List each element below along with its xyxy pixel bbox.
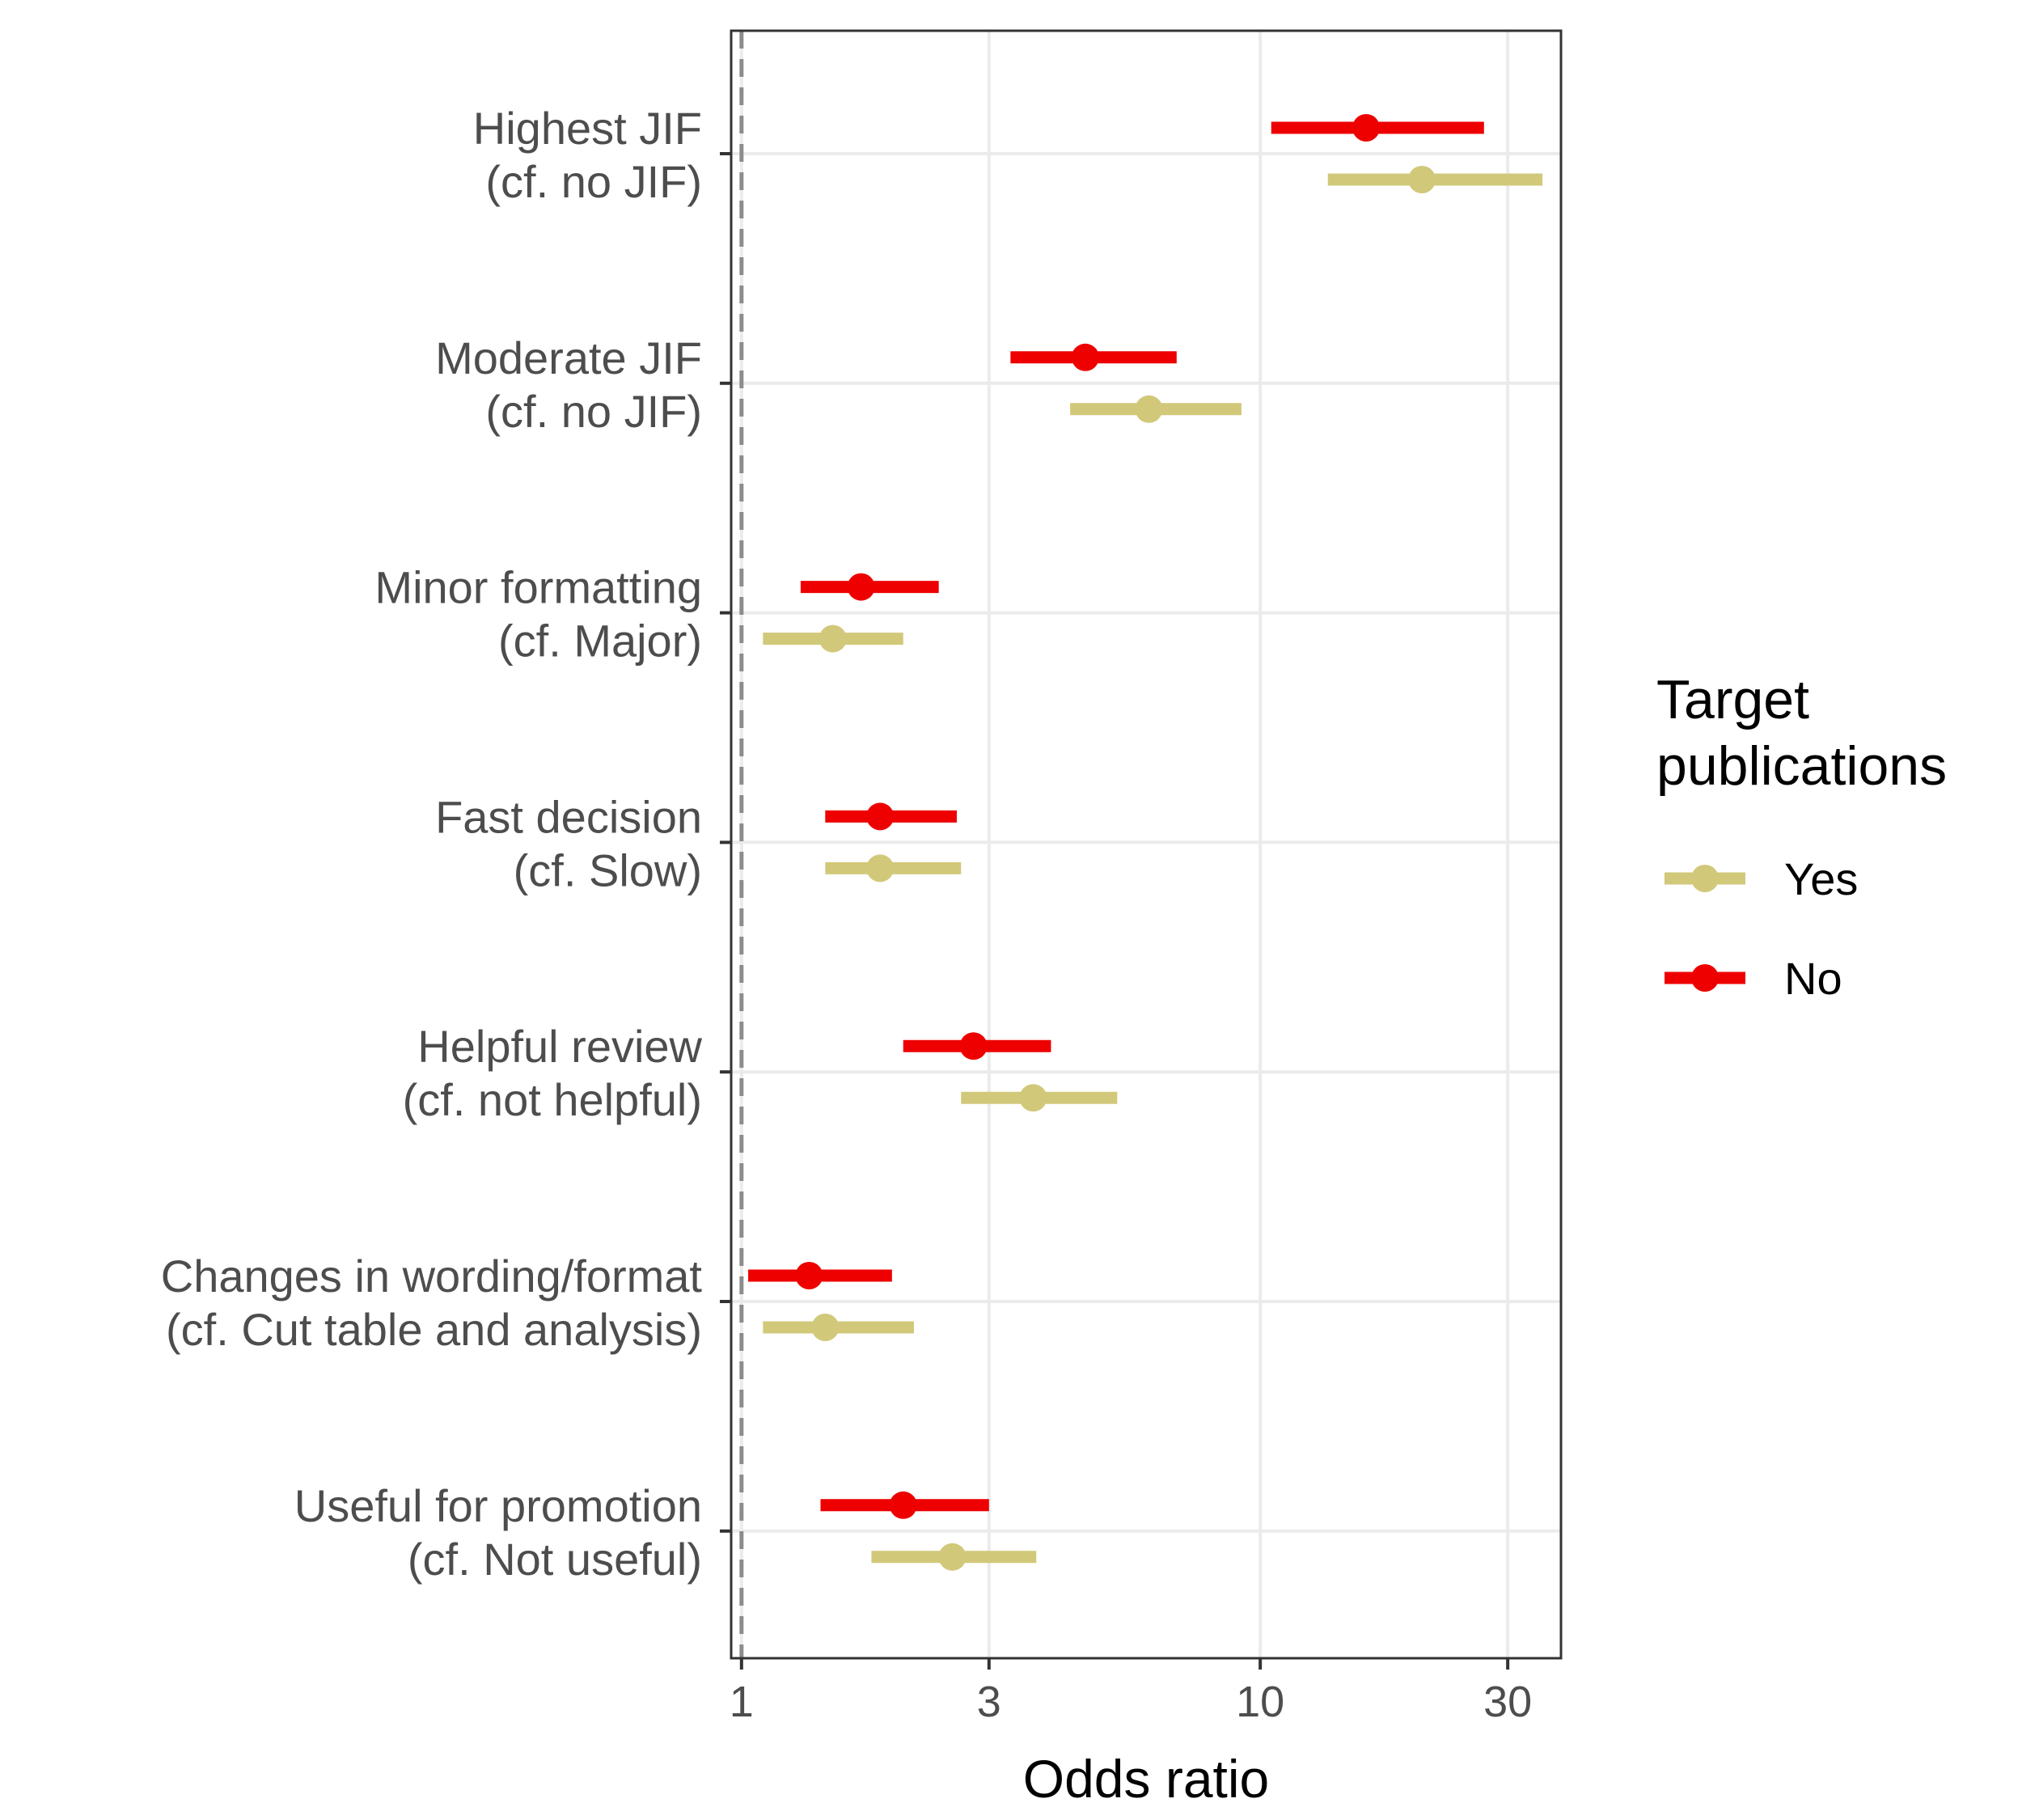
- x-tick-label-3: 3: [977, 1678, 1001, 1726]
- legend-key-point-no: [1691, 964, 1719, 992]
- x-axis-title: Odds ratio: [1023, 1749, 1269, 1809]
- y-category-label-1-line-2: (cf. no JIF): [485, 156, 702, 207]
- point-estimate-yes-3: [819, 624, 847, 653]
- point-estimate-yes-6: [811, 1314, 840, 1341]
- point-estimate-yes-5: [1019, 1084, 1047, 1112]
- x-tick-label-10: 10: [1236, 1678, 1284, 1726]
- y-category-label-2-line-2: (cf. no JIF): [485, 386, 702, 437]
- point-estimate-no-6: [795, 1262, 823, 1289]
- y-category-label-1-line-1: Highest JIF: [473, 103, 702, 154]
- point-estimate-no-1: [1352, 114, 1381, 142]
- panel-border: [730, 29, 1563, 1660]
- point-estimate-no-4: [866, 802, 895, 831]
- point-estimate-yes-7: [938, 1543, 967, 1571]
- legend-title-line-1: Target: [1656, 669, 1809, 730]
- y-axis: Highest JIF(cf. no JIF)Moderate JIF(cf. …: [161, 103, 731, 1585]
- y-category-label-3-line-2: (cf. Major): [498, 616, 702, 667]
- legend-label-yes: Yes: [1784, 853, 1858, 904]
- y-category-label-6-line-1: Changes in wording/format: [161, 1251, 703, 1302]
- y-category-label-7-line-1: Useful for promotion: [294, 1480, 702, 1531]
- x-tick-label-1: 1: [730, 1678, 754, 1726]
- x-axis: 1 3 10 30: [730, 1658, 1532, 1726]
- y-category-label-4-line-2: (cf. Slow): [514, 844, 702, 895]
- y-category-label-5-line-1: Helpful review: [417, 1021, 702, 1072]
- y-category-label-5-line-2: (cf. not helpful): [403, 1074, 702, 1125]
- point-estimate-yes-2: [1135, 395, 1163, 423]
- y-category-label-3-line-1: Minor formatting: [374, 562, 702, 613]
- x-tick-label-30: 30: [1483, 1678, 1532, 1726]
- y-category-label-4-line-1: Fast decision: [435, 791, 702, 842]
- data-marks: [748, 114, 1543, 1571]
- grid-lines: [731, 31, 1561, 1658]
- y-category-label-7-line-2: (cf. Not useful): [408, 1534, 702, 1585]
- point-estimate-no-2: [1071, 343, 1099, 371]
- legend-key-point-yes: [1691, 865, 1719, 892]
- point-estimate-no-7: [889, 1491, 917, 1519]
- y-category-label-2-line-1: Moderate JIF: [435, 332, 702, 383]
- legend-title-line-2: publications: [1656, 735, 1947, 797]
- point-estimate-no-5: [959, 1032, 988, 1060]
- point-estimate-no-3: [847, 573, 875, 601]
- y-category-label-6-line-2: (cf. Cut table and analysis): [166, 1304, 702, 1355]
- legend-label-no: No: [1784, 953, 1842, 1004]
- point-estimate-yes-1: [1408, 166, 1436, 193]
- point-estimate-yes-4: [866, 854, 895, 882]
